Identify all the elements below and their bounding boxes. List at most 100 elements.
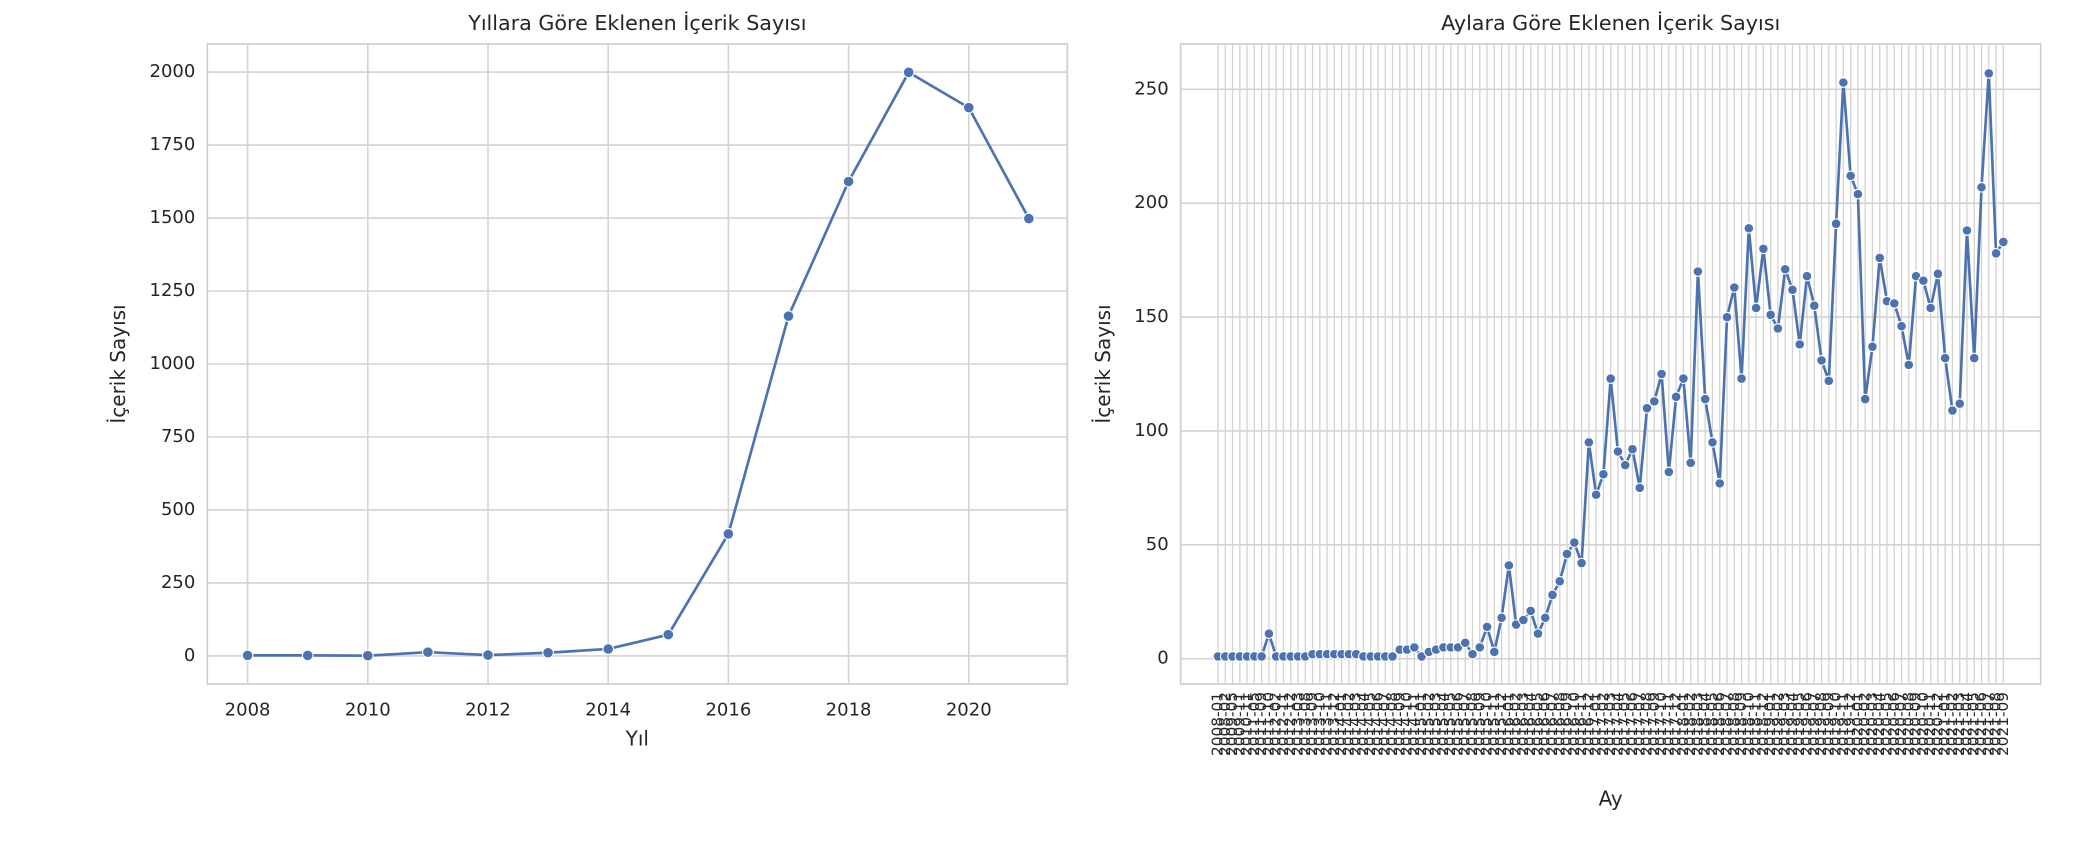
x-tick-label: 2015-12 (1492, 692, 1510, 756)
x-tick-label: 2020-05 (1877, 692, 1895, 756)
x-tick-label: 2014-07 (1376, 692, 1394, 756)
x-tick-label: 2015-06 (1448, 692, 1466, 756)
x-tick-label: 2015-07 (1456, 692, 1474, 756)
x-tick-label: 2010-11 (1238, 692, 1256, 756)
x-tick-label: 2020-02 (1856, 692, 1874, 756)
x-tick-label: 2018-01 (1674, 692, 1692, 756)
y-tick-label: 1500 (150, 207, 196, 228)
point (1772, 323, 1784, 334)
point (1728, 282, 1740, 293)
point (1750, 302, 1762, 314)
point (1670, 391, 1682, 403)
point (1794, 339, 1806, 350)
line (247, 70, 1031, 658)
point (1816, 355, 1827, 366)
point (602, 643, 615, 655)
y-tick-label: 0 (184, 645, 195, 666)
x-tick-label: 2013-03 (1288, 692, 1306, 756)
x-tick-label: 2020 (946, 700, 992, 721)
x-tick-label: 2015-09 (1470, 692, 1488, 756)
x-axis-label: Ay (1599, 787, 1623, 811)
x-tick-label: 2017-01 (1587, 692, 1605, 756)
x-tick-label: 2021-08 (1987, 692, 2005, 756)
x-tick-label: 2020-12 (1928, 692, 1946, 756)
point (1474, 641, 1486, 653)
x-tick-label: 2021-09 (1994, 692, 2012, 756)
x-tick-label: 2014-06 (1368, 692, 1386, 756)
chart-title: Aylara Göre Eklenen İçerik Sayısı (1441, 10, 1780, 35)
point (1547, 589, 1558, 601)
x-tick-label: 2015-01 (1412, 692, 1430, 756)
x-tick-label: 2017-11 (1659, 692, 1677, 756)
x-tick-label: 2016-09 (1558, 692, 1576, 756)
x-tick-label: 2019-07 (1805, 692, 1823, 756)
x-tick-label: 2014-03 (1347, 692, 1365, 756)
x-tick-label: 2020-01 (1848, 692, 1866, 756)
x-tick-label: 2017-03 (1601, 692, 1619, 756)
y-tick-label: 200 (1134, 192, 1168, 213)
x-tick-label: 2019-11 (1834, 692, 1852, 756)
point (361, 649, 374, 662)
point (1990, 247, 2002, 259)
point (1976, 181, 1987, 193)
point (1409, 641, 1420, 653)
x-tick-label: 2018-06 (1710, 692, 1728, 756)
x-tick-label: 2019-06 (1798, 692, 1816, 756)
point (1903, 359, 1915, 371)
x-tick-label: 2017-06 (1623, 692, 1641, 756)
x-tick-label: 2014-01 (1332, 692, 1350, 756)
x-tick-label: 2014-08 (1383, 692, 1401, 756)
x-tick-label: 2021-02 (1943, 692, 1961, 756)
x-tick-label: 2020-03 (1863, 692, 1881, 756)
x-tick-label: 2014 (585, 700, 631, 721)
point (1525, 605, 1537, 617)
point (1496, 612, 1507, 624)
x-tick-label: 2013-10 (1310, 692, 1328, 756)
x-tick-label: 2008-01 (1209, 692, 1227, 756)
point (1867, 341, 1878, 353)
y-tick-label: 50 (1146, 534, 1169, 555)
point (1787, 284, 1798, 296)
point (1736, 373, 1747, 384)
point (1627, 443, 1638, 455)
y-tick-label: 1000 (150, 353, 196, 374)
point (1699, 393, 1711, 405)
point (842, 175, 855, 188)
x-tick-label: 2017-12 (1667, 692, 1685, 756)
x-tick-label: 2019-02 (1768, 692, 1786, 756)
x-tick-label: 2015-04 (1434, 692, 1452, 756)
x-tick-label: 2018 (826, 700, 872, 721)
x-tick-label: 2018-12 (1754, 692, 1772, 756)
y-tick-label: 2000 (150, 61, 196, 82)
x-tick-label: 2020-10 (1914, 692, 1932, 756)
x-tick-label: 2016-08 (1550, 692, 1568, 756)
y-tick-label: 500 (161, 499, 195, 520)
x-tick-label: 2016-07 (1543, 692, 1561, 756)
chart-title: Yıllara Göre Eklenen İçerik Sayısı (467, 10, 806, 35)
x-tick-label: 2019-12 (1841, 692, 1859, 756)
point (1518, 614, 1529, 626)
point (241, 649, 254, 662)
point (902, 66, 915, 79)
point (1583, 437, 1595, 448)
point (1619, 459, 1631, 471)
point (1634, 482, 1646, 494)
point (1918, 275, 1929, 286)
x-tick-label: 2010 (345, 700, 391, 721)
x-tick-label: 2016-01 (1499, 692, 1517, 756)
x-tick-label: 2017-08 (1638, 692, 1656, 756)
x-tick-label: 2009-11 (1230, 692, 1248, 756)
point (1459, 637, 1471, 649)
x-tick-label: 2017-07 (1630, 692, 1648, 756)
point (1561, 548, 1573, 560)
point (1859, 393, 1871, 405)
x-tick-label: 2020-04 (1870, 692, 1888, 756)
point (1641, 402, 1653, 414)
x-tick-label: 2013-12 (1325, 692, 1343, 756)
point (1968, 352, 1980, 364)
x-tick-label: 2021-01 (1936, 692, 1954, 756)
point (1568, 537, 1580, 548)
point (1823, 375, 1835, 387)
x-tick-label: 2017-10 (1652, 692, 1670, 756)
